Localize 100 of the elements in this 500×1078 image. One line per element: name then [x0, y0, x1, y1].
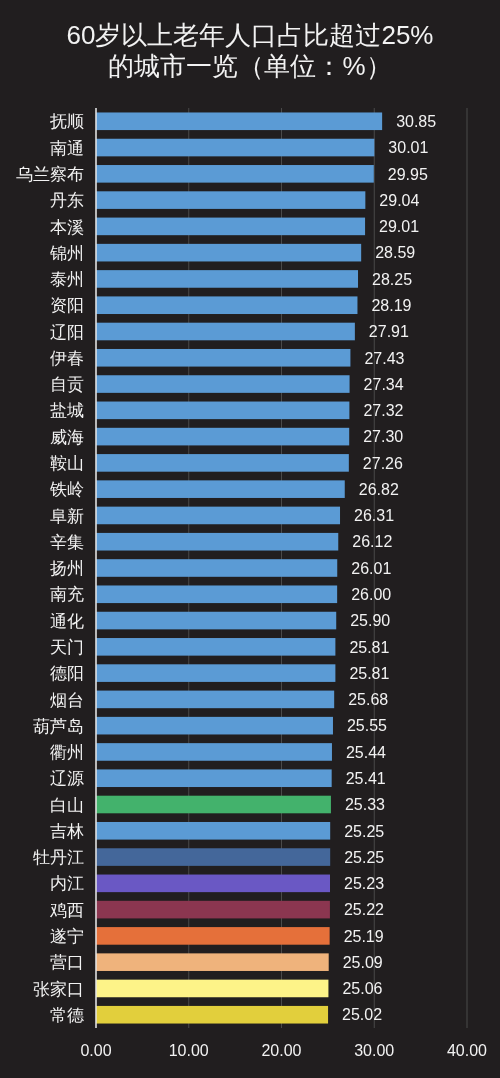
data-label: 25.25: [344, 822, 385, 840]
data-label: 26.01: [351, 559, 392, 577]
y-tick-label: 锦州: [49, 243, 84, 263]
data-label: 25.23: [344, 875, 385, 893]
data-label: 25.19: [343, 927, 384, 945]
data-label: 25.25: [344, 848, 385, 866]
data-label: 28.19: [371, 296, 412, 314]
bar: [96, 664, 336, 682]
y-tick-label: 德阳: [50, 664, 84, 684]
data-label: 26.00: [351, 586, 392, 604]
y-tick-label: 衢州: [50, 743, 84, 763]
y-tick-label: 常德: [50, 1005, 84, 1025]
x-tick-label: 10.00: [168, 1041, 209, 1059]
bar: [96, 191, 366, 209]
bar: [96, 690, 335, 709]
data-label: 25.41: [345, 769, 386, 787]
data-label: 28.25: [372, 270, 413, 288]
bar: [96, 716, 333, 735]
bar: [96, 165, 374, 183]
y-tick-label: 遂宁: [50, 927, 84, 947]
bar: [96, 743, 332, 761]
bar: [96, 953, 329, 971]
bar: [96, 585, 338, 604]
bar: [96, 927, 330, 945]
data-label: 26.31: [354, 507, 395, 525]
bar: [96, 217, 366, 236]
data-label: 29.95: [387, 165, 428, 183]
data-label: 27.26: [362, 454, 403, 472]
y-tick-label: 通化: [50, 611, 84, 631]
data-label: 30.85: [396, 113, 437, 131]
y-tick-label: 自贡: [50, 375, 84, 395]
y-tick-label: 鸡西: [49, 900, 84, 920]
data-label: 27.34: [363, 375, 404, 393]
bar: [96, 979, 329, 998]
data-label: 25.22: [343, 901, 385, 919]
y-tick-label: 阜新: [50, 506, 84, 526]
bar: [96, 638, 336, 656]
data-label: 25.09: [342, 953, 383, 971]
y-tick-label: 辛集: [50, 532, 84, 552]
y-tick-label: 抚顺: [49, 112, 84, 132]
x-tick-label: 0.00: [80, 1041, 112, 1059]
bar: [96, 821, 331, 840]
data-label: 26.82: [358, 480, 399, 498]
chart-title: 60岁以上老年人口占比超过25%的城市一览（单位：%）: [66, 20, 434, 81]
data-label: 25.33: [344, 796, 386, 814]
bar: [96, 401, 350, 420]
bar: [96, 138, 375, 157]
data-label: 27.91: [368, 323, 410, 341]
bar: [96, 112, 383, 131]
y-tick-label: 资阳: [50, 296, 84, 316]
bar: [96, 375, 350, 393]
bar: [96, 848, 331, 866]
bar: [96, 795, 331, 814]
y-tick-label: 扬州: [50, 559, 84, 579]
y-tick-label: 本溪: [50, 217, 84, 237]
y-tick-label: 泰州: [50, 270, 84, 290]
y-tick-label: 鞍山: [50, 454, 84, 474]
bar: [96, 348, 351, 367]
data-label: 25.90: [350, 612, 391, 630]
y-tick-label: 内江: [50, 874, 84, 894]
data-label: 27.43: [364, 349, 405, 367]
data-label: 25.81: [349, 664, 390, 682]
y-tick-label: 张家口: [33, 979, 84, 999]
data-label: 28.59: [375, 244, 416, 262]
data-label: 27.30: [363, 428, 404, 446]
data-label: 25.55: [346, 717, 388, 735]
bar: [96, 506, 341, 525]
bar: [96, 611, 337, 630]
bar: [96, 270, 359, 288]
y-tick-label: 牡丹江: [33, 848, 84, 868]
y-tick-label: 辽阳: [50, 322, 84, 342]
bar: [96, 559, 338, 577]
bar: [96, 427, 350, 446]
data-label: 25.44: [345, 743, 387, 761]
data-label: 25.06: [342, 980, 383, 998]
y-tick-label: 铁岭: [49, 480, 84, 500]
bar: [96, 532, 339, 551]
bar: [96, 454, 349, 472]
bar: [96, 480, 345, 498]
bar: [96, 769, 332, 788]
x-tick-label: 20.00: [261, 1041, 302, 1059]
x-tick-label: 40.00: [446, 1041, 488, 1059]
y-tick-label: 吉林: [50, 821, 84, 841]
bar: [96, 900, 330, 919]
y-tick-label: 天门: [50, 637, 84, 657]
y-tick-label: 南通: [50, 138, 84, 158]
y-tick-label: 盐城: [50, 401, 84, 421]
y-tick-label: 威海: [50, 427, 84, 447]
y-tick-label: 辽源: [50, 769, 84, 789]
x-tick-label: 30.00: [354, 1041, 395, 1059]
data-label: 25.02: [342, 1006, 383, 1024]
bar: [96, 243, 362, 262]
data-label: 29.01: [379, 218, 420, 236]
y-tick-label: 营口: [50, 953, 84, 973]
y-tick-label: 白山: [50, 795, 84, 815]
y-tick-label: 丹东: [50, 191, 84, 211]
data-label: 27.32: [363, 402, 404, 420]
y-tick-label: 伊春: [50, 348, 84, 368]
y-tick-label: 乌兰察布: [16, 164, 84, 184]
data-label: 25.81: [349, 638, 390, 656]
